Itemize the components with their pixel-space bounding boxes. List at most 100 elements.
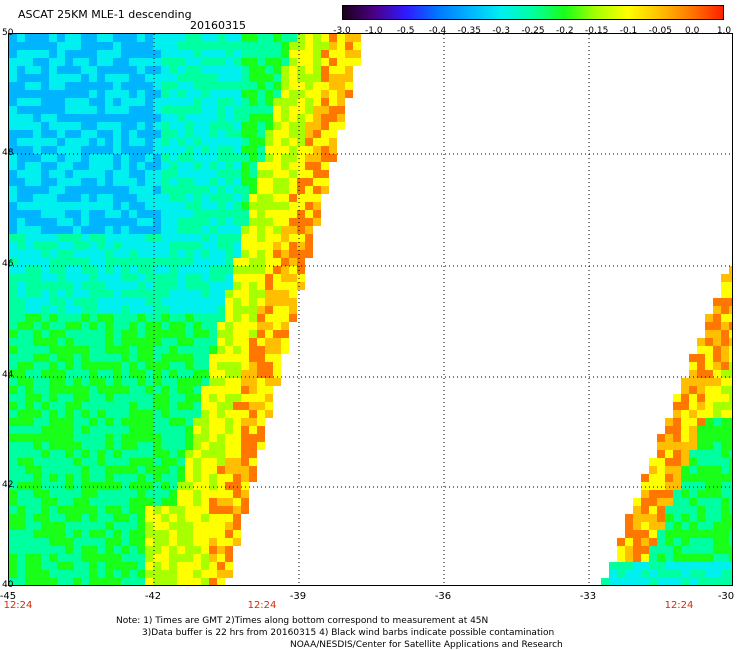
swath-cell (65, 514, 73, 522)
swath-cell (289, 186, 297, 194)
swath-cell (217, 98, 225, 106)
swath-cell (329, 50, 337, 58)
swath-cell (137, 258, 145, 266)
swath-cell (177, 242, 185, 250)
swath-cell (25, 34, 33, 42)
swath-cell (241, 218, 249, 226)
swath-cell (321, 154, 329, 162)
swath-cell (209, 242, 217, 250)
swath-cell (177, 234, 185, 242)
swath-cell (321, 146, 329, 154)
swath-cell (705, 330, 713, 338)
swath-cell (673, 546, 681, 554)
swath-cell (721, 402, 729, 410)
swath-cell (249, 50, 257, 58)
swath-cell (217, 434, 225, 442)
swath-cell (73, 362, 81, 370)
swath-cell (145, 514, 153, 522)
swath-cell (137, 146, 145, 154)
swath-cell (153, 234, 161, 242)
swath-cell (633, 506, 641, 514)
swath-cell (697, 538, 705, 546)
swath-cell (273, 106, 281, 114)
swath-cell (145, 74, 153, 82)
swath-cell (97, 370, 105, 378)
swath-cell (161, 250, 169, 258)
swath-cell (193, 130, 201, 138)
swath-cell (65, 482, 73, 490)
swath-cell (625, 570, 633, 578)
swath-cell (201, 442, 209, 450)
swath-cell (153, 218, 161, 226)
swath-cell (177, 178, 185, 186)
swath-cell (105, 82, 113, 90)
swath-cell (105, 42, 113, 50)
swath-cell (129, 66, 137, 74)
swath-cell (185, 82, 193, 90)
swath-cell (177, 506, 185, 514)
swath-cell (89, 386, 97, 394)
swath-cell (57, 410, 65, 418)
swath-cell (185, 98, 193, 106)
swath-cell (137, 58, 145, 66)
swath-cell (721, 370, 729, 378)
swath-cell (209, 370, 217, 378)
swath-cell (25, 378, 33, 386)
swath-cell (281, 82, 289, 90)
swath-cell (49, 178, 57, 186)
swath-cell (201, 250, 209, 258)
swath-cell (137, 490, 145, 498)
swath-cell (249, 458, 257, 466)
swath-cell (129, 354, 137, 362)
swath-cell (169, 234, 177, 242)
swath-cell (169, 418, 177, 426)
swath-cell (705, 314, 713, 322)
swath-cell (73, 154, 81, 162)
swath-cell (729, 562, 732, 570)
swath-cell (97, 274, 105, 282)
swath-cell (121, 386, 129, 394)
swath-cell (105, 450, 113, 458)
swath-cell (145, 378, 153, 386)
swath-cell (113, 562, 121, 570)
swath-cell (353, 42, 361, 50)
swath-cell (57, 234, 65, 242)
swath-cell (57, 474, 65, 482)
swath-cell (673, 434, 681, 442)
swath-cell (9, 450, 17, 458)
swath-cell (241, 250, 249, 258)
swath-cell (89, 538, 97, 546)
swath-cell (241, 402, 249, 410)
swath-cell (177, 306, 185, 314)
swath-cell (657, 570, 665, 578)
swath-cell (233, 242, 241, 250)
swath-cell (257, 362, 265, 370)
swath-map (8, 33, 733, 586)
swath-cell (73, 522, 81, 530)
swath-cell (25, 354, 33, 362)
swath-cell (57, 402, 65, 410)
swath-cell (113, 58, 121, 66)
swath-cell (209, 290, 217, 298)
swath-cell (697, 554, 705, 562)
swath-cell (33, 394, 41, 402)
swath-cell (321, 82, 329, 90)
swath-cell (265, 362, 273, 370)
swath-cell (273, 154, 281, 162)
swath-cell (729, 466, 732, 474)
swath-cell (145, 290, 153, 298)
swath-cell (249, 338, 257, 346)
swath-cell (137, 290, 145, 298)
swath-cell (689, 450, 697, 458)
swath-cell (289, 202, 297, 210)
swath-cell (57, 106, 65, 114)
swath-cell (161, 154, 169, 162)
swath-cell (241, 306, 249, 314)
swath-cell (153, 106, 161, 114)
swath-cell (121, 186, 129, 194)
swath-cell (705, 442, 713, 450)
swath-cell (49, 426, 57, 434)
swath-cell (201, 194, 209, 202)
swath-cell (249, 74, 257, 82)
swath-cell (281, 282, 289, 290)
